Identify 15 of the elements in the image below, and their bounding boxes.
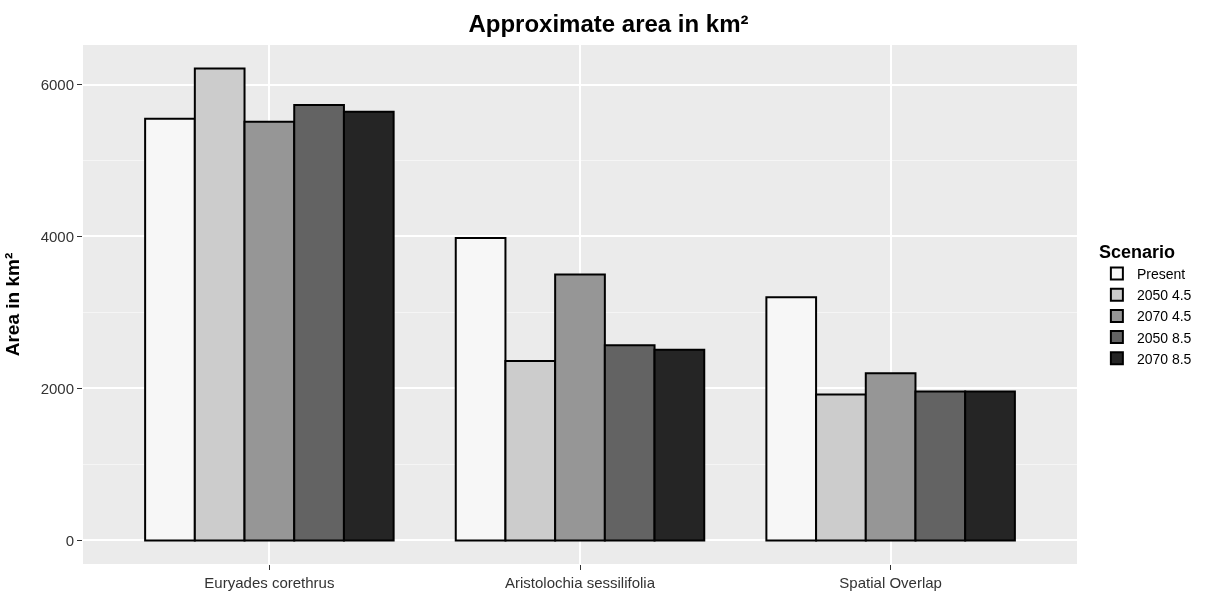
legend-label: 2070 4.5 (1136, 308, 1192, 325)
legend-label: Present (1136, 265, 1186, 282)
legend-label: 2050 4.5 (1136, 287, 1192, 304)
x-tick-label: Aristolochia sessilifolia (504, 574, 656, 591)
y-tick-label: 2000 (40, 379, 74, 397)
chart-title: Approximate area in km² (468, 9, 749, 37)
y-axis-title: Area in km² (2, 252, 24, 357)
x-tick-label: Spatial Overlap (839, 574, 942, 591)
y-tick-label: 6000 (40, 75, 74, 93)
legend-title: Scenario (1098, 241, 1175, 262)
legend-label: 2050 8.5 (1136, 329, 1192, 346)
y-tick-label: 0 (65, 531, 74, 549)
x-tick-label: Euryades corethrus (204, 574, 335, 591)
y-tick-label: 4000 (40, 227, 74, 245)
legend-label: 2070 8.5 (1136, 350, 1192, 367)
